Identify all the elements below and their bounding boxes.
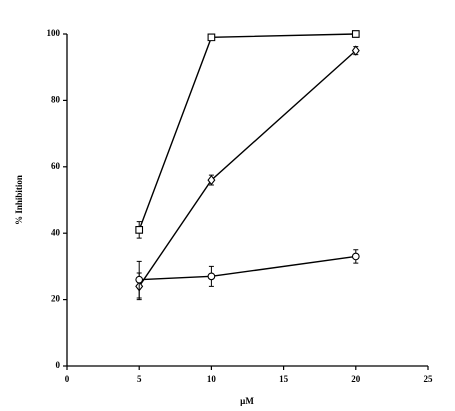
marker (207, 33, 216, 42)
series-line (139, 255, 356, 281)
x-axis-title: µM (240, 396, 254, 406)
marker (135, 226, 144, 234)
x-tick-label: 10 (207, 374, 217, 384)
y-tick-label: 100 (47, 28, 61, 38)
marker (207, 272, 216, 281)
y-tick-label: 60 (51, 161, 61, 171)
marker (351, 45, 360, 56)
y-tick-label: 20 (51, 294, 61, 304)
x-tick-label: 15 (279, 374, 289, 384)
marker (351, 252, 360, 261)
x-tick-label: 25 (424, 374, 434, 384)
x-tick-label: 20 (351, 374, 361, 384)
marker (351, 30, 360, 38)
y-tick-label: 40 (51, 227, 61, 237)
x-tick-label: 5 (137, 374, 142, 384)
series-line (138, 33, 356, 231)
y-tick-label: 80 (51, 94, 61, 104)
x-tick-label: 0 (65, 374, 70, 384)
marker (135, 275, 144, 284)
y-axis-title: % Inhibition (14, 175, 24, 225)
y-tick-label: 0 (56, 360, 61, 370)
marker (207, 174, 216, 186)
series-line (138, 50, 357, 287)
